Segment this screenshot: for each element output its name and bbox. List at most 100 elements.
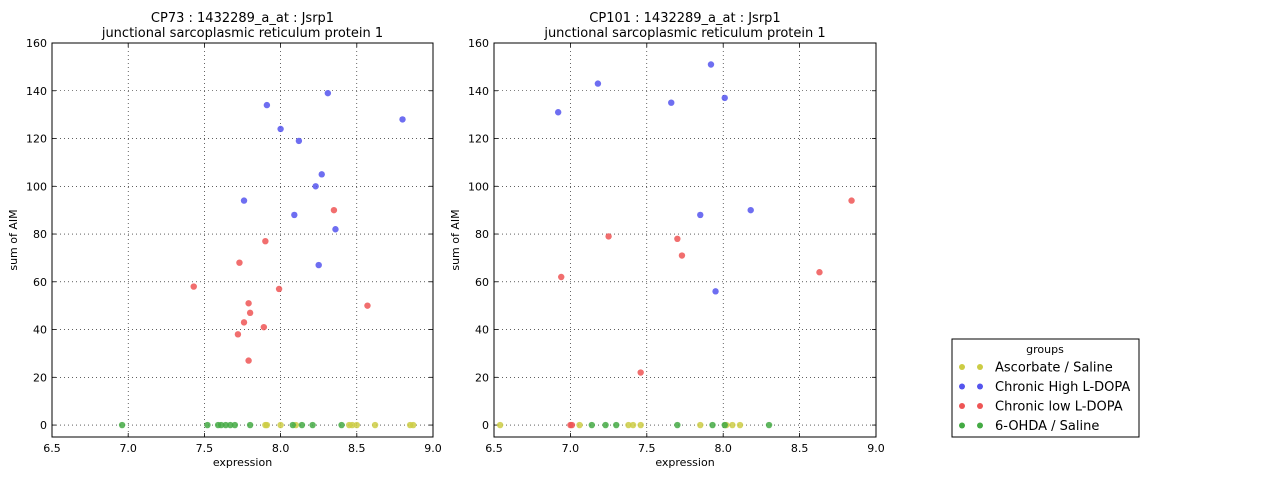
data-point — [353, 421, 360, 429]
data-point — [707, 61, 715, 68]
legend-marker — [977, 403, 983, 409]
y-tick-label: 160 — [26, 37, 47, 50]
chart-title: CP73 : 1432289_a_at : Jsrp1 — [151, 11, 334, 26]
data-point — [588, 421, 595, 429]
data-point — [263, 421, 271, 429]
data-point — [332, 226, 339, 233]
legend-label: Chronic low L-DOPA — [995, 400, 1123, 415]
data-point — [605, 233, 612, 240]
x-tick-label: 8.0 — [714, 442, 732, 455]
y-tick-label: 80 — [33, 228, 47, 241]
data-point — [364, 302, 371, 309]
data-point — [721, 94, 728, 102]
data-point — [227, 421, 234, 429]
y-tick-label: 140 — [26, 85, 47, 98]
data-point — [309, 421, 316, 429]
data-point — [262, 237, 269, 245]
y-tick-label: 40 — [475, 324, 489, 337]
data-point — [236, 259, 243, 266]
y-tick-label: 20 — [475, 371, 489, 384]
y-tick-label: 0 — [482, 419, 489, 432]
legend-marker — [977, 383, 983, 390]
data-point — [736, 421, 744, 429]
chart-panel-1: 6.5 7.0 7.5 8.0 8.5 9.0 0 20 40 60 80 100 120 140 160 C… — [7, 11, 442, 469]
data-point — [324, 89, 332, 97]
data-point — [349, 421, 356, 429]
data-point — [674, 235, 681, 243]
data-point — [312, 183, 319, 190]
legend-label: 6-OHDA / Saline — [995, 419, 1099, 434]
data-point — [263, 101, 271, 109]
y-tick-label: 60 — [33, 276, 47, 289]
legend-box — [951, 338, 1140, 438]
data-point — [399, 116, 406, 123]
y-tick-label: 100 — [468, 180, 489, 193]
x-tick-label: 8.5 — [348, 442, 366, 455]
y-tick-label: 160 — [468, 37, 489, 50]
y-axis-label: sum of AIM — [449, 209, 462, 270]
data-point — [576, 421, 583, 429]
data-point — [246, 309, 254, 317]
data-point — [240, 197, 248, 204]
data-point — [729, 421, 736, 429]
data-point — [204, 421, 211, 429]
x-tick-label: 9.0 — [867, 442, 885, 455]
data-point — [318, 171, 325, 178]
data-point — [298, 421, 306, 429]
x-tick-label: 7.0 — [119, 442, 137, 455]
data-point — [568, 421, 576, 429]
data-point — [712, 288, 719, 295]
data-point — [602, 421, 609, 429]
data-point — [625, 421, 632, 429]
data-point — [190, 283, 197, 290]
y-tick-label: 120 — [468, 133, 489, 146]
data-point — [234, 331, 242, 338]
data-point — [277, 421, 284, 429]
x-tick-label: 7.5 — [638, 442, 656, 455]
data-point — [554, 109, 562, 116]
data-point — [338, 421, 345, 429]
x-tick-label: 7.0 — [562, 442, 580, 455]
data-point — [240, 319, 248, 326]
data-point — [697, 421, 704, 429]
data-point — [629, 421, 637, 429]
legend: groups Ascorbate / Saline Chronic High L-D… — [951, 338, 1140, 438]
x-tick-label: 7.5 — [196, 442, 214, 455]
data-point — [245, 357, 252, 364]
y-tick-label: 120 — [26, 133, 47, 146]
x-axis-label: expression — [213, 456, 272, 469]
data-point — [697, 211, 704, 219]
legend-marker — [977, 422, 983, 429]
legend-title: groups — [1026, 343, 1064, 356]
legend-marker — [959, 364, 965, 370]
plot-frame — [51, 42, 434, 438]
data-point — [674, 421, 681, 429]
y-tick-label: 40 — [33, 324, 47, 337]
data-point — [637, 421, 644, 429]
data-point — [668, 99, 675, 106]
data-point — [613, 421, 620, 429]
data-point — [848, 197, 855, 204]
data-point — [315, 261, 322, 269]
y-tick-label: 0 — [40, 419, 47, 432]
data-point — [594, 80, 602, 87]
data-point — [678, 252, 686, 259]
data-point — [217, 421, 225, 429]
y-tick-label: 20 — [33, 371, 47, 384]
data-point — [709, 421, 716, 429]
chart-title: CP101 : 1432289_a_at : Jsrp1 — [589, 11, 780, 26]
legend-label: Chronic High L-DOPA — [995, 380, 1130, 395]
data-point — [289, 421, 296, 429]
x-axis-label: expression — [655, 456, 714, 469]
data-point — [816, 269, 823, 276]
data-point — [295, 137, 303, 145]
x-tick-label: 8.0 — [272, 442, 290, 455]
data-point — [246, 421, 254, 429]
data-point — [330, 206, 338, 214]
legend-marker — [977, 364, 983, 370]
data-point — [747, 206, 754, 214]
legend-marker — [959, 422, 965, 429]
data-point — [409, 421, 417, 429]
data-point — [231, 421, 239, 429]
